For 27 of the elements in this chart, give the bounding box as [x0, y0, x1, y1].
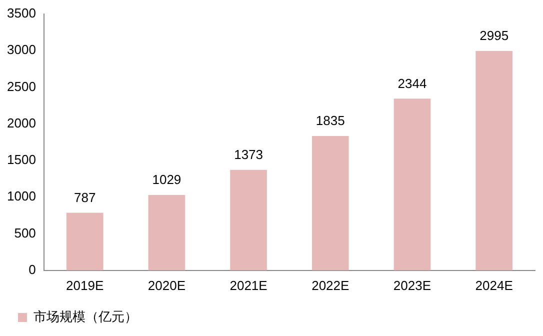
data-label: 1835 [316, 113, 345, 128]
bar [476, 50, 512, 270]
bar [394, 98, 431, 270]
bar [148, 195, 186, 270]
bar [66, 212, 104, 270]
x-tick-label: 2020E [148, 278, 186, 293]
x-tick-label: 2023E [393, 278, 432, 293]
y-tick-label: 3500 [7, 6, 36, 21]
x-tick-label: 2019E [66, 278, 104, 293]
data-label: 1373 [234, 146, 263, 162]
x-tick-label: 2022E [312, 278, 350, 293]
data-label: 2995 [480, 28, 509, 44]
y-tick-label: 500 [14, 225, 36, 240]
y-tick-label: 3000 [7, 42, 36, 58]
bar [312, 136, 349, 270]
y-tick-label: 1500 [7, 152, 36, 168]
y-tick-label: 0 [28, 262, 36, 277]
legend-label: 市场规模（亿元） [34, 309, 138, 324]
x-tick-label: 2021E [230, 278, 268, 293]
y-tick-label: 2500 [7, 78, 36, 94]
y-tick-label: 2000 [7, 115, 36, 130]
bar [230, 170, 267, 270]
y-tick-label: 1000 [7, 188, 36, 204]
x-tick-label: 2024E [475, 278, 514, 293]
data-label: 1029 [152, 172, 182, 188]
data-label: 2344 [398, 76, 427, 91]
data-label: 787 [74, 190, 96, 205]
